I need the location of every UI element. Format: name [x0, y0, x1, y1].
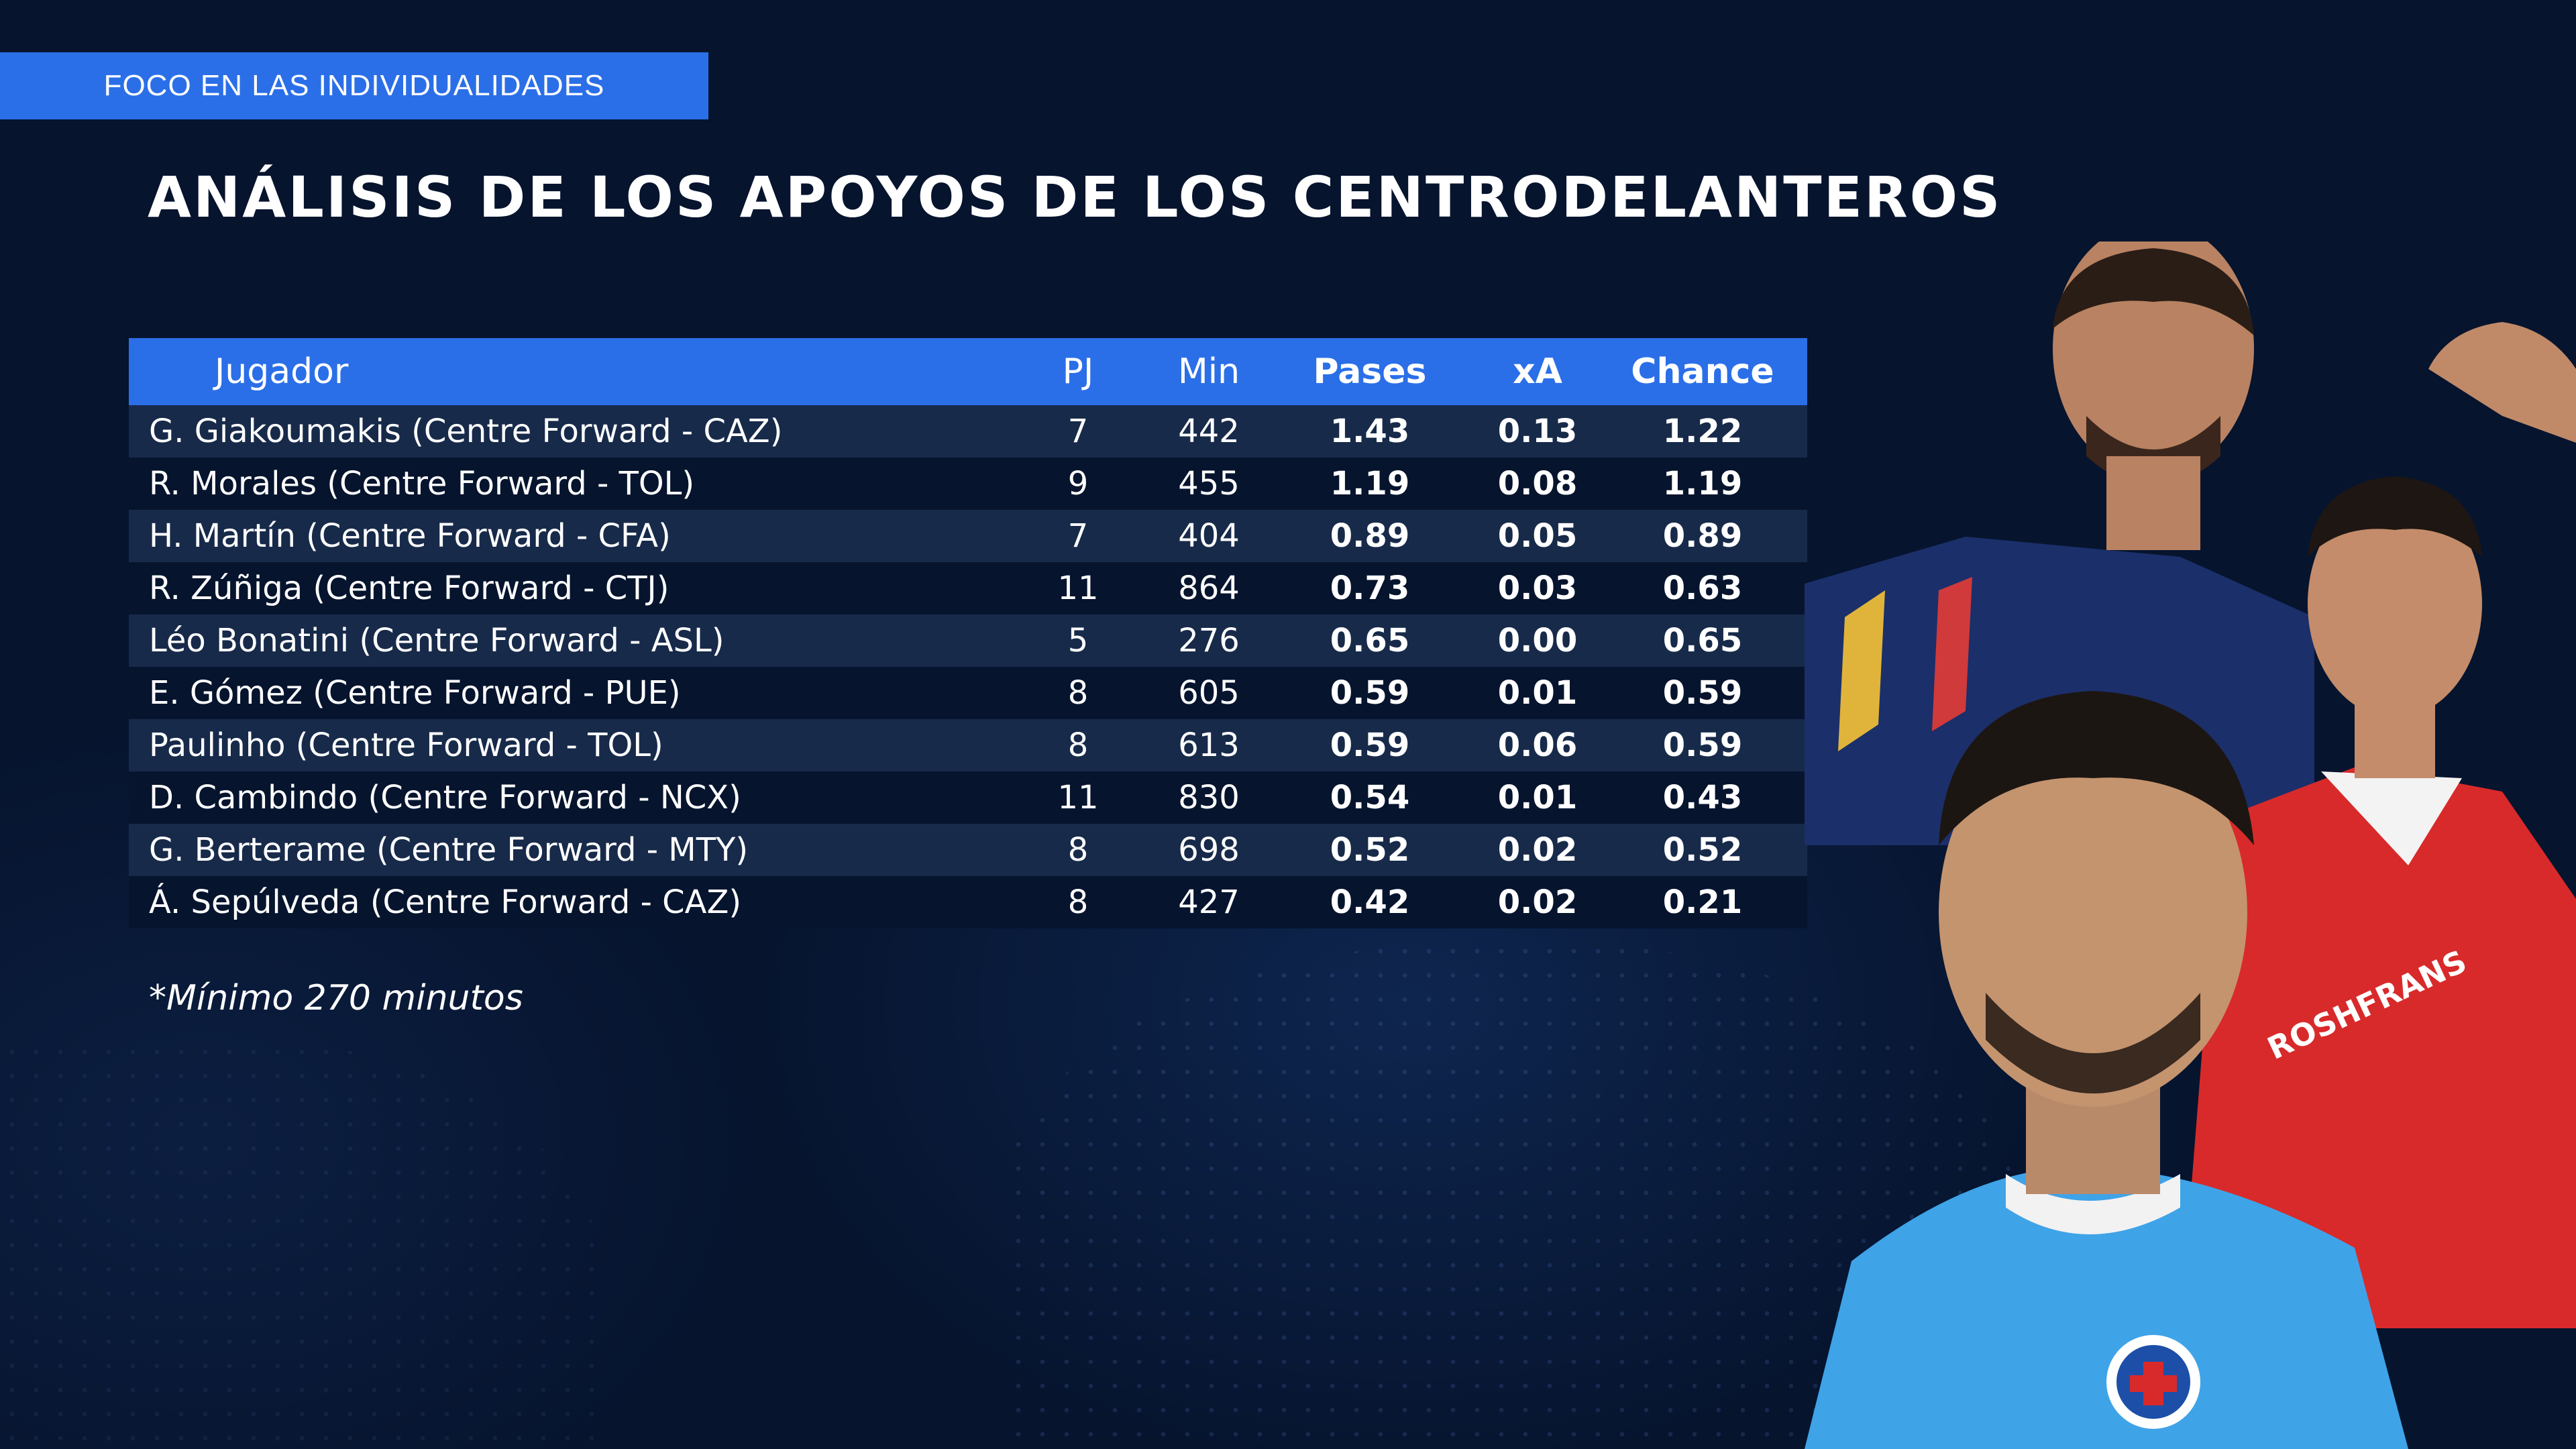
cell-pj: 9 — [1067, 465, 1089, 502]
cell-chance: 1.19 — [1662, 465, 1743, 502]
cell-min: 404 — [1178, 517, 1240, 555]
cell-player: R. Morales (Centre Forward - TOL) — [149, 465, 695, 502]
cell-xa: 0.01 — [1497, 674, 1578, 712]
table-row: R. Zúñiga (Centre Forward - CTJ) 11 864 0.7… — [129, 562, 1807, 614]
cell-player: R. Zúñiga (Centre Forward - CTJ) — [149, 570, 669, 607]
cell-chance: 0.89 — [1662, 517, 1743, 555]
cell-min: 605 — [1178, 674, 1240, 712]
table-row: Paulinho (Centre Forward - TOL) 8 613 0.59 0… — [129, 719, 1807, 771]
cell-pj: 7 — [1067, 517, 1089, 555]
cell-pases: 1.43 — [1330, 413, 1410, 450]
cell-pases: 0.59 — [1330, 674, 1410, 712]
cell-pj: 11 — [1057, 779, 1099, 816]
cell-pases: 0.52 — [1330, 831, 1410, 869]
header-pases: Pases — [1313, 352, 1427, 392]
cell-pj: 8 — [1067, 831, 1089, 869]
cell-xa: 0.03 — [1497, 570, 1578, 607]
cell-min: 698 — [1178, 831, 1240, 869]
cell-xa: 0.05 — [1497, 517, 1578, 555]
cell-player: Léo Bonatini (Centre Forward - ASL) — [149, 622, 724, 659]
cell-xa: 0.08 — [1497, 465, 1578, 502]
table-row: G. Berterame (Centre Forward - MTY) 8 698 0… — [129, 824, 1807, 876]
cell-pases: 0.73 — [1330, 570, 1410, 607]
header-pj: PJ — [1062, 352, 1094, 392]
cell-pj: 8 — [1067, 674, 1089, 712]
cell-player: Á. Sepúlveda (Centre Forward - CAZ) — [149, 883, 742, 921]
header-xa: xA — [1513, 352, 1562, 392]
header-player: Jugador — [215, 352, 349, 392]
table-row: E. Gómez (Centre Forward - PUE) 8 605 0.59 0… — [129, 667, 1807, 719]
cell-xa: 0.01 — [1497, 779, 1578, 816]
cell-min: 276 — [1178, 622, 1240, 659]
cell-chance: 0.52 — [1662, 831, 1743, 869]
cell-min: 427 — [1178, 883, 1240, 921]
cell-chance: 1.22 — [1662, 413, 1743, 450]
cell-pases: 1.19 — [1330, 465, 1410, 502]
section-tag-label: FOCO EN LAS INDIVIDUALIDADES — [103, 69, 605, 102]
cell-xa: 0.13 — [1497, 413, 1578, 450]
cell-pases: 0.89 — [1330, 517, 1410, 555]
cell-player: D. Cambindo (Centre Forward - NCX) — [149, 779, 741, 816]
header-chance: Chance — [1631, 352, 1774, 392]
cell-pj: 8 — [1067, 883, 1089, 921]
player-front-figure — [1805, 691, 2408, 1449]
table-row: R. Morales (Centre Forward - TOL) 9 455 1.1… — [129, 458, 1807, 510]
cell-chance: 0.43 — [1662, 779, 1743, 816]
cell-pases: 0.42 — [1330, 883, 1410, 921]
table-row: Léo Bonatini (Centre Forward - ASL) 5 276 0… — [129, 614, 1807, 667]
cell-pases: 0.54 — [1330, 779, 1410, 816]
footnote: *Mínimo 270 minutos — [149, 978, 523, 1018]
section-tag: FOCO EN LAS INDIVIDUALIDADES — [0, 52, 708, 119]
player-right-figure: ROSHFRANS — [2180, 476, 2576, 1328]
cell-player: G. Berterame (Centre Forward - MTY) — [149, 831, 749, 869]
cell-min: 864 — [1178, 570, 1240, 607]
header-min: Min — [1177, 352, 1240, 392]
cell-pj: 11 — [1057, 570, 1099, 607]
cell-pases: 0.65 — [1330, 622, 1410, 659]
stats-table: Jugador PJ Min Pases xA Chance G. Giakou… — [129, 338, 1807, 928]
cell-chance: 0.63 — [1662, 570, 1743, 607]
cell-xa: 0.02 — [1497, 831, 1578, 869]
table-row: Á. Sepúlveda (Centre Forward - CAZ) 8 427 0… — [129, 876, 1807, 928]
cell-xa: 0.06 — [1497, 727, 1578, 764]
table-row: H. Martín (Centre Forward - CFA) 7 404 0.89… — [129, 510, 1807, 562]
cell-pases: 0.59 — [1330, 727, 1410, 764]
table-row: G. Giakoumakis (Centre Forward - CAZ) 7 44… — [129, 405, 1807, 458]
cell-player: H. Martín (Centre Forward - CFA) — [149, 517, 671, 555]
cell-pj: 7 — [1067, 413, 1089, 450]
cell-chance: 0.59 — [1662, 674, 1743, 712]
page-title: ANÁLISIS DE LOS APOYOS DE LOS CENTRODELA… — [148, 164, 2002, 230]
cell-min: 442 — [1178, 413, 1240, 450]
table-body: G. Giakoumakis (Centre Forward - CAZ) 7 44… — [129, 405, 1807, 928]
cell-player: Paulinho (Centre Forward - TOL) — [149, 727, 663, 764]
cell-min: 455 — [1178, 465, 1240, 502]
cell-xa: 0.00 — [1497, 622, 1578, 659]
cell-pj: 5 — [1067, 622, 1089, 659]
cell-pj: 8 — [1067, 727, 1089, 764]
cell-chance: 0.21 — [1662, 883, 1743, 921]
table-header: Jugador PJ Min Pases xA Chance — [129, 338, 1807, 405]
cell-min: 613 — [1178, 727, 1240, 764]
cell-min: 830 — [1178, 779, 1240, 816]
cell-chance: 0.65 — [1662, 622, 1743, 659]
player-back-figure — [1805, 241, 2576, 845]
cell-chance: 0.59 — [1662, 727, 1743, 764]
cell-xa: 0.02 — [1497, 883, 1578, 921]
players-illustration: ROSHFRANS — [1805, 241, 2576, 1449]
cell-player: E. Gómez (Centre Forward - PUE) — [149, 674, 681, 712]
table-row: D. Cambindo (Centre Forward - NCX) 11 830 0… — [129, 771, 1807, 824]
cell-player: G. Giakoumakis (Centre Forward - CAZ) — [149, 413, 783, 450]
